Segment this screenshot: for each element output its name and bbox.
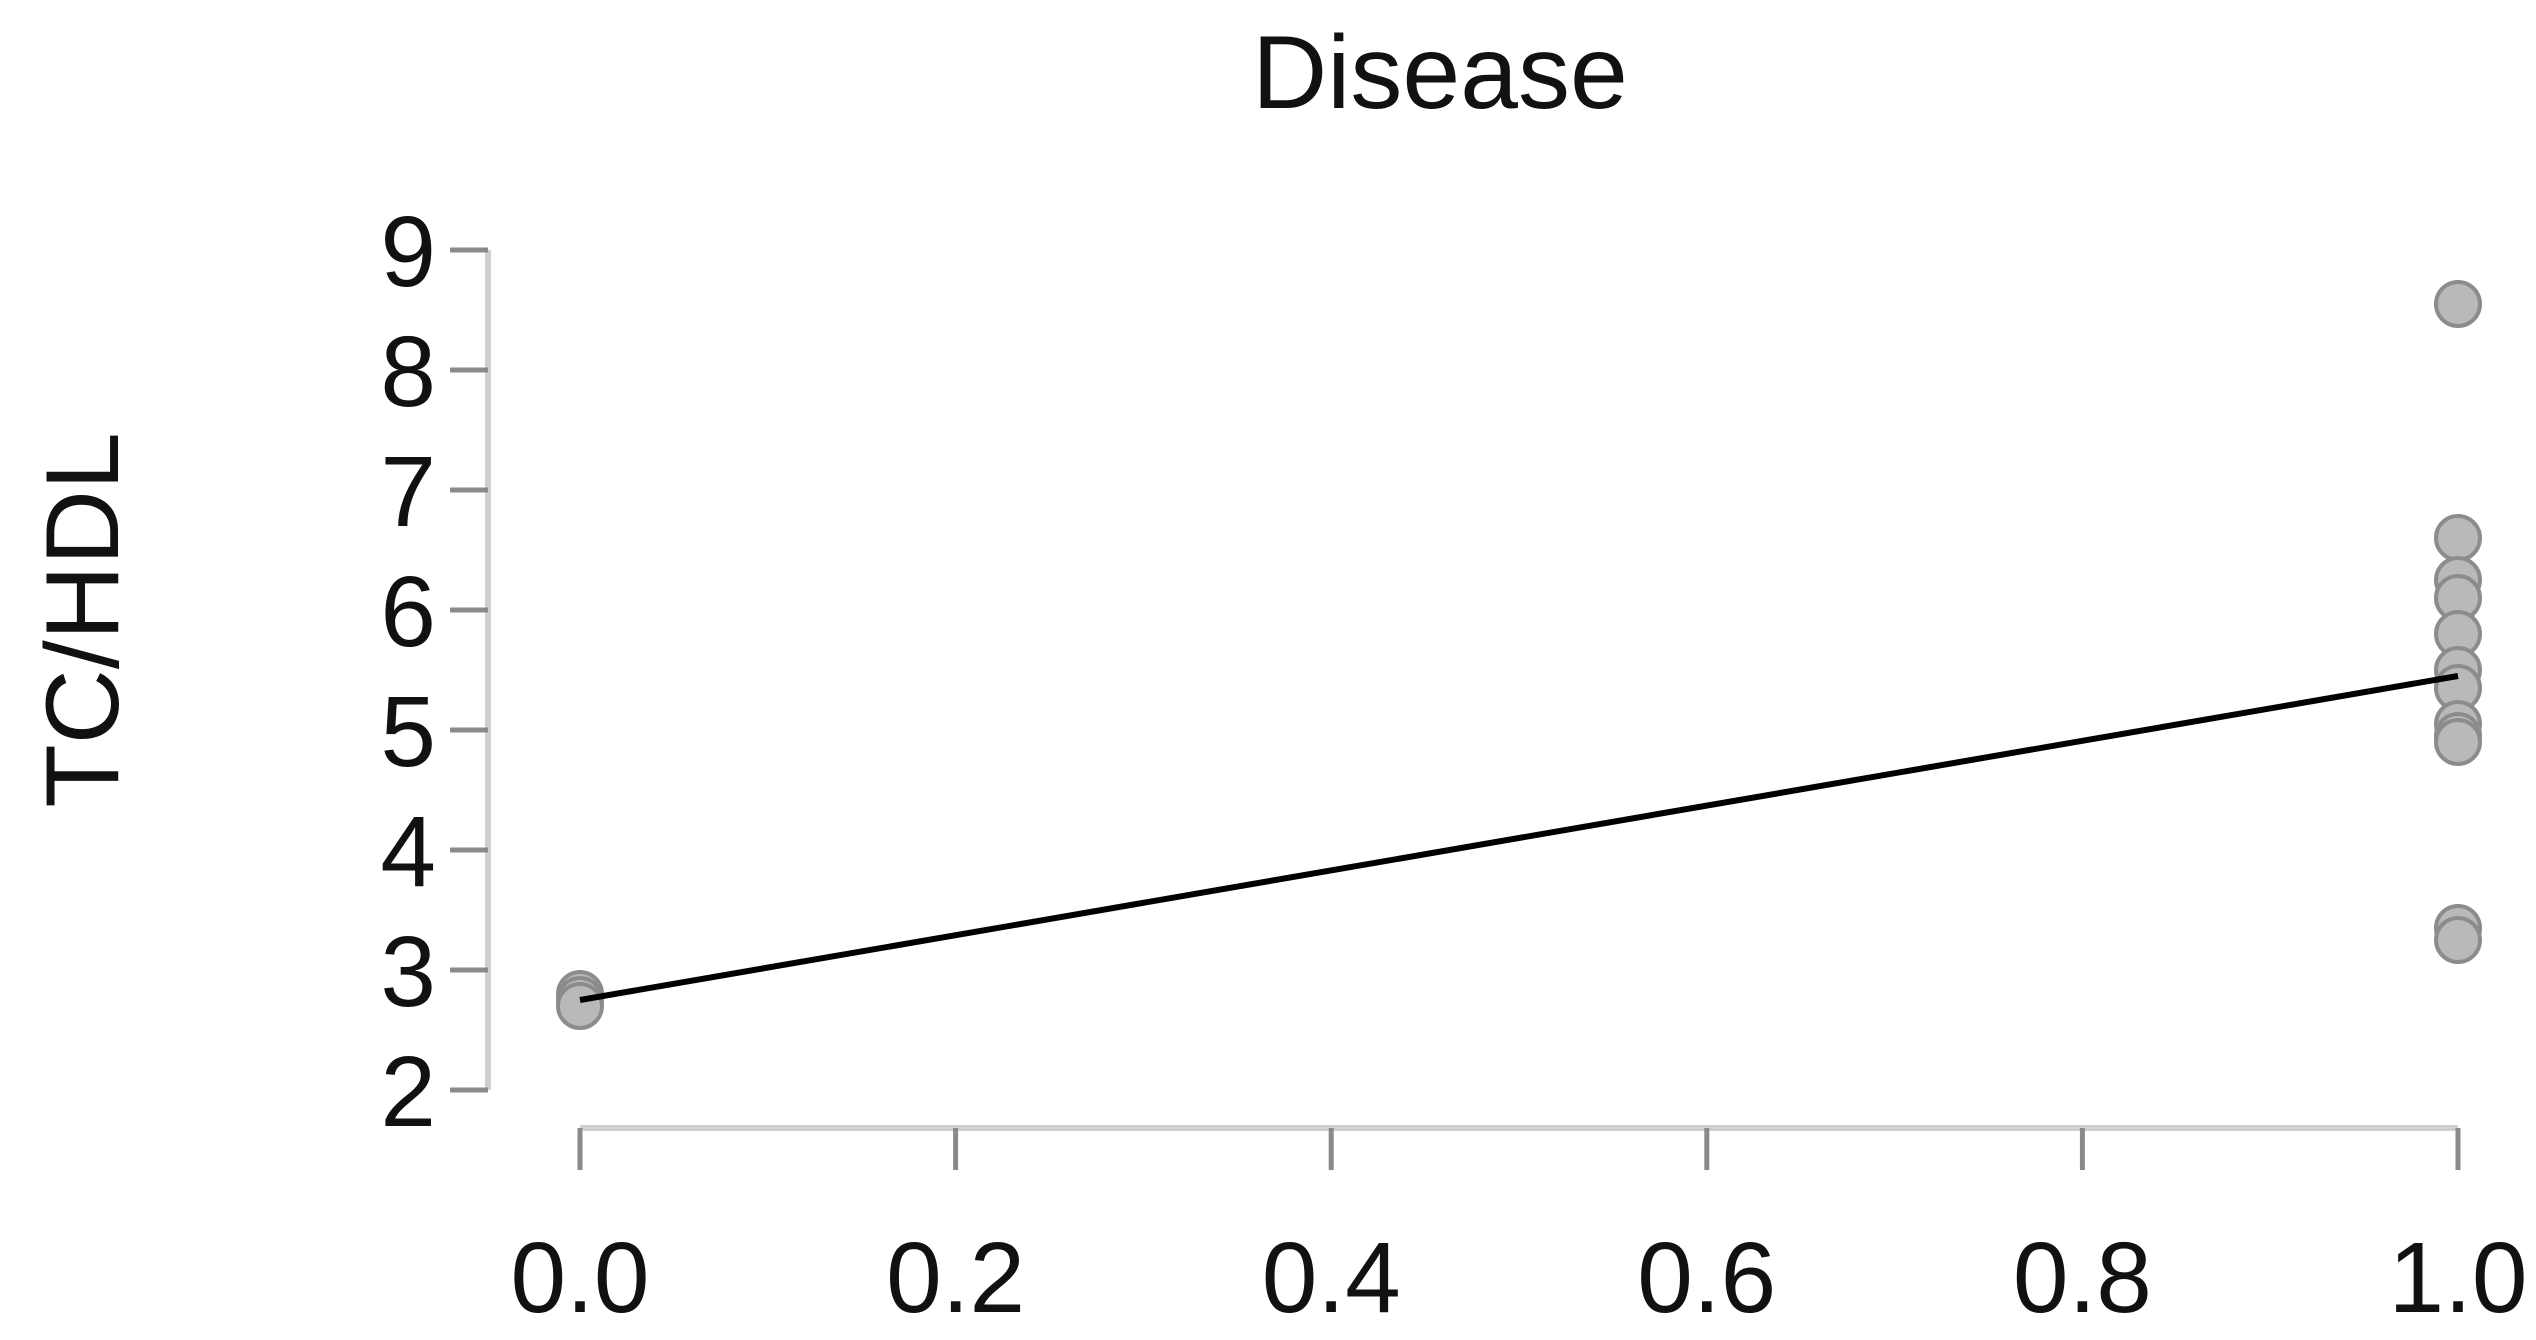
plot-area <box>556 280 2482 1030</box>
y-tick-label: 3 <box>380 916 436 1028</box>
data-point <box>2434 514 2482 562</box>
trend-line <box>579 673 2459 1003</box>
y-tick-label: 4 <box>380 796 436 908</box>
x-tick-label: 0.4 <box>1262 1222 1401 1334</box>
x-tick-label: 0.0 <box>510 1222 649 1334</box>
x-axis: 0.0 0.2 0.4 0.6 0.8 1.0 <box>510 1125 2528 1334</box>
x-tick-label: 0.2 <box>886 1222 1025 1334</box>
x-tick-label: 1.0 <box>2388 1222 2527 1334</box>
data-point <box>2434 280 2482 328</box>
x-tick-label: 0.6 <box>1637 1222 1776 1334</box>
y-tick-label: 5 <box>380 676 436 788</box>
chart-title: Disease <box>1252 15 1628 131</box>
data-point <box>2434 718 2482 766</box>
y-tick-label: 9 <box>380 196 436 308</box>
data-point <box>2434 916 2482 964</box>
y-tick-label: 7 <box>380 436 436 548</box>
x-tick-label: 0.8 <box>2013 1222 2152 1334</box>
y-tick-label: 8 <box>380 316 436 428</box>
data-point <box>556 982 604 1030</box>
y-axis-label: TC/HDL <box>25 432 141 808</box>
y-tick-label: 2 <box>380 1036 436 1148</box>
y-tick-label: 6 <box>380 556 436 668</box>
